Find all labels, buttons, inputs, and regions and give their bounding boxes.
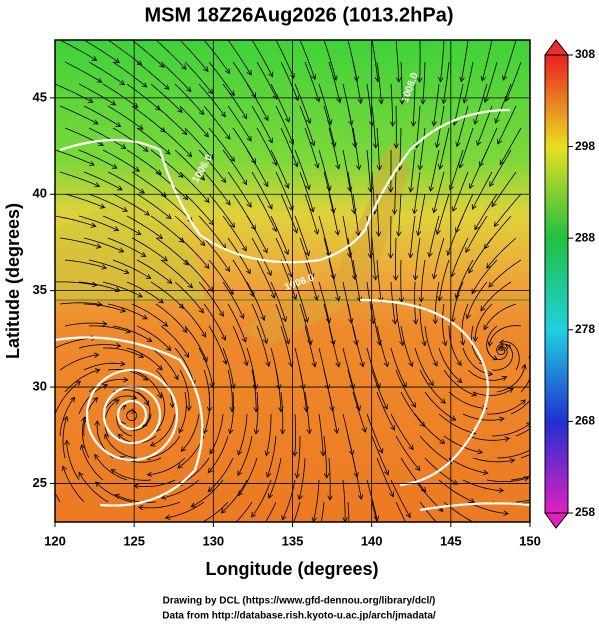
stream-arrow: [224, 528, 229, 533]
colorbar-tick-label: 258: [575, 505, 595, 519]
stream-arrow: [254, 533, 259, 538]
y-tick-label: 30: [33, 378, 47, 393]
stream-arrow: [47, 439, 52, 444]
x-axis-label: Longitude (degrees): [205, 559, 378, 579]
y-tick-label: 45: [33, 89, 47, 104]
x-tick-label: 150: [519, 533, 541, 548]
stream-arrow: [194, 522, 199, 526]
x-tick-label: 120: [44, 533, 66, 548]
streamline: [49, 439, 55, 480]
stream-arrow: [532, 446, 537, 450]
stream-arrow: [315, 538, 320, 543]
colorbar: [545, 55, 568, 513]
colorbar-tick-label: 298: [575, 139, 595, 153]
map-area: 1006.0 1006.0 1008.0: [45, 40, 556, 544]
y-tick-label: 40: [33, 186, 47, 201]
colorbar-tick-label: 278: [575, 322, 595, 336]
y-tick-label: 25: [33, 475, 47, 490]
x-tick-label: 130: [202, 533, 224, 548]
x-tick-label: 125: [123, 533, 145, 548]
y-axis-label: Latitude (degrees): [3, 203, 23, 359]
stream-arrow: [535, 384, 540, 389]
x-tick-label: 145: [440, 533, 462, 548]
title: MSM 18Z26Aug2026 (1013.2hPa): [144, 4, 453, 26]
credit: Data from http://database.rish.kyoto-u.a…: [162, 611, 436, 622]
colorbar-tick-label: 268: [575, 414, 595, 428]
stream-arrow: [346, 539, 351, 544]
colorbar-tick-label: 308: [575, 47, 595, 61]
streamline: [348, 502, 349, 544]
y-tick-label: 35: [33, 282, 47, 297]
credit: Drawing by DCL (https://www.gfd-dennou.o…: [163, 596, 436, 607]
colorbar-tick-label: 288: [575, 230, 595, 244]
x-tick-label: 140: [361, 533, 383, 548]
stream-arrow: [45, 463, 50, 468]
colorbar-bottom-arrow: [545, 513, 568, 528]
colorbar-top-arrow: [545, 40, 568, 55]
x-tick-label: 135: [282, 533, 304, 548]
stream-arrow: [410, 535, 414, 540]
